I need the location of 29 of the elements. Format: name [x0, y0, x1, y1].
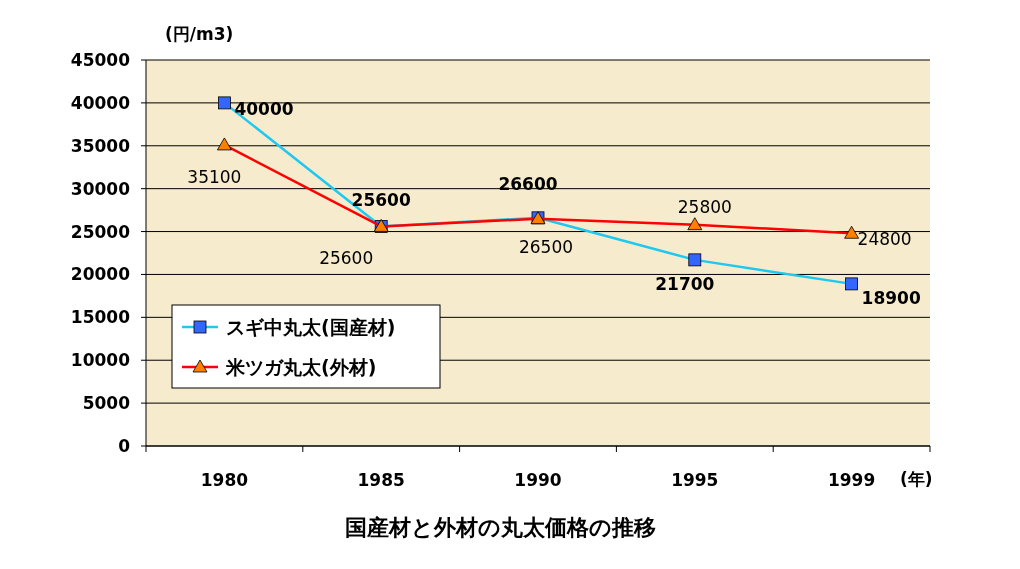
- y-tick-label: 45000: [70, 50, 131, 70]
- data-label: 25800: [677, 196, 732, 217]
- data-label: 25600: [319, 248, 374, 269]
- data-label: 25600: [351, 190, 411, 211]
- y-tick-label: 35000: [70, 135, 131, 156]
- legend-label: 米ツガ丸太(外材): [225, 356, 377, 378]
- y-tick-label: 5000: [82, 393, 131, 414]
- legend-label: スギ中丸太(国産材): [226, 316, 396, 338]
- x-tick-label: 1999: [827, 470, 876, 490]
- data-label: 18900: [861, 287, 921, 308]
- y-tick-label: 10000: [70, 350, 131, 371]
- x-tick-label: 1985: [357, 470, 405, 490]
- y-tick-label: 25000: [70, 221, 131, 242]
- x-axis-title: (年): [900, 469, 933, 489]
- data-label: 35100: [187, 166, 242, 187]
- data-label: 24800: [857, 229, 912, 250]
- y-tick-label: 15000: [70, 307, 131, 328]
- y-tick-label: 30000: [70, 178, 131, 199]
- y-tick-label: 40000: [70, 92, 131, 113]
- x-tick-label: 1990: [514, 470, 562, 490]
- y-tick-label: 0: [118, 436, 131, 456]
- x-tick-label: 1995: [671, 470, 719, 490]
- data-label: 21700: [655, 273, 715, 294]
- x-tick-label: 1980: [200, 470, 249, 490]
- data-label: 26500: [518, 236, 574, 257]
- text: 国産材と外材の丸太価格の推移: [344, 515, 656, 540]
- y-axis-title: (円/m3): [165, 24, 234, 44]
- data-label: 40000: [234, 98, 294, 119]
- y-tick-label: 20000: [70, 264, 131, 285]
